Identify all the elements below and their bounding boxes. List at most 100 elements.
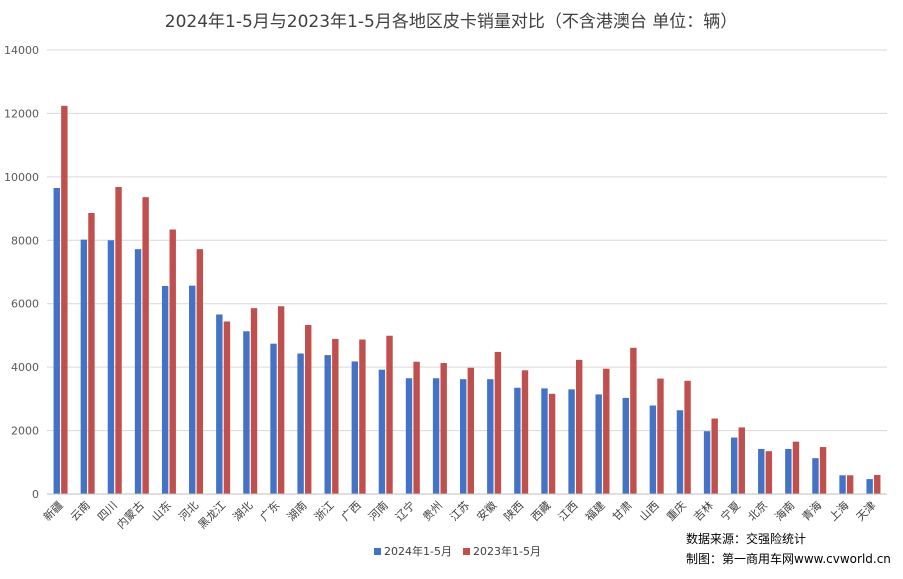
bar-2023 (711, 418, 718, 494)
bar-2023 (548, 393, 556, 494)
bar-2024 (189, 285, 196, 494)
bar-2023 (819, 447, 827, 494)
bar-2023 (684, 380, 691, 494)
y-tick-label: 4000 (11, 361, 39, 374)
bar-2024 (378, 369, 386, 494)
bar-2024 (514, 387, 521, 494)
bar-2024 (432, 378, 440, 494)
bar-2023 (386, 335, 393, 494)
x-tick-label: 辽宁 (392, 498, 417, 523)
bar-2024 (785, 448, 792, 494)
x-tick-label: 西藏 (529, 499, 554, 524)
x-tick-label: 青海 (799, 498, 824, 523)
bar-2023 (88, 213, 95, 495)
bar-2023 (115, 187, 122, 494)
x-tick-label: 新疆 (40, 498, 65, 523)
bar-2023 (413, 361, 420, 494)
bar-2024 (324, 355, 331, 494)
x-tick-label: 山东 (149, 499, 174, 524)
legend: 2024年1-5月 2023年1-5月 (374, 544, 541, 558)
gridlines (47, 49, 887, 432)
bar-2024 (243, 331, 250, 494)
chart-maker-note: 制图：第一商用车网www.cvworld.cn (686, 551, 891, 566)
legend-swatch-2023 (463, 548, 470, 555)
y-tick-label: 2000 (11, 425, 39, 438)
x-tick-label: 海南 (772, 498, 797, 523)
x-tick-label: 湖南 (285, 499, 310, 524)
bar-2024 (216, 314, 223, 494)
bar-2024 (758, 448, 765, 494)
bar-2024 (730, 437, 738, 494)
bar-2023 (765, 451, 773, 494)
bar-2023 (169, 229, 176, 494)
x-tick-label: 吉林 (691, 498, 716, 523)
bar-2024 (53, 187, 60, 494)
bar-2023 (142, 197, 149, 494)
bar-2024 (134, 249, 142, 494)
bar-2024 (460, 379, 467, 494)
bar-2023 (494, 351, 502, 494)
bar-2023 (846, 475, 854, 494)
bar-2023 (874, 474, 881, 494)
x-tick-label: 陕西 (501, 498, 526, 523)
bar-2023 (196, 249, 204, 494)
bar-2024 (839, 475, 846, 494)
x-tick-label: 福建 (582, 498, 607, 523)
bar-2024 (866, 479, 873, 494)
bar-2023 (250, 308, 258, 494)
x-tick-label: 内蒙古 (114, 498, 147, 531)
bar-2024 (161, 285, 169, 494)
data-source-note: 数据来源：交强险统计 (686, 531, 806, 546)
x-tick-label: 天津 (854, 499, 879, 524)
bar-2024 (405, 378, 413, 494)
bar-2024 (568, 389, 575, 494)
bar-2023 (657, 378, 664, 494)
x-tick-label: 山西 (637, 499, 662, 524)
bar-2024 (80, 239, 88, 494)
y-tick-label: 8000 (11, 234, 39, 247)
bar-2024 (595, 394, 602, 494)
y-tick-label: 12000 (4, 107, 39, 120)
x-tick-label: 湖北 (231, 499, 256, 524)
x-tick-label: 贵州 (420, 499, 445, 524)
bar-2024 (649, 405, 657, 494)
x-tick-label: 宁夏 (718, 498, 743, 523)
bar-2024 (703, 431, 711, 494)
x-tick-label: 甘肃 (610, 499, 635, 524)
x-tick-label: 浙江 (312, 499, 337, 524)
bar-2023 (630, 347, 637, 494)
x-tick-label: 江西 (556, 499, 581, 524)
bar-2024 (297, 353, 304, 494)
bar-2023 (332, 338, 339, 494)
bar-2023 (277, 306, 285, 494)
x-tick-label: 云南 (68, 499, 93, 524)
bar-2024 (622, 397, 629, 494)
x-tick-label: 河南 (366, 499, 391, 524)
bar-2024 (351, 361, 359, 494)
x-tick-label: 重庆 (663, 498, 688, 523)
x-tick-label: 安徽 (474, 498, 499, 523)
bar-2024 (812, 458, 819, 494)
x-tick-label: 上海 (826, 498, 851, 523)
bar-2024 (487, 379, 494, 494)
bar-2024 (676, 410, 684, 494)
bar-2023 (305, 324, 312, 494)
bar-2023 (792, 441, 800, 494)
y-tick-label: 14000 (4, 44, 39, 57)
x-tick-label: 黑龙江 (196, 499, 229, 532)
bar-2023 (575, 359, 583, 494)
x-tick-label: 广东 (258, 499, 283, 524)
y-tick-label: 6000 (11, 298, 39, 311)
bar-2024 (270, 343, 277, 494)
y-tick-label: 0 (32, 488, 39, 501)
bars (53, 105, 881, 495)
x-tick-label: 江苏 (447, 499, 472, 524)
x-tick-label: 北京 (745, 498, 770, 523)
bar-2023 (738, 427, 745, 494)
y-tick-label: 10000 (4, 171, 39, 184)
x-tick-label: 广西 (339, 499, 364, 524)
bar-2023 (61, 105, 68, 495)
legend-label-2023: 2023年1-5月 (473, 544, 541, 558)
